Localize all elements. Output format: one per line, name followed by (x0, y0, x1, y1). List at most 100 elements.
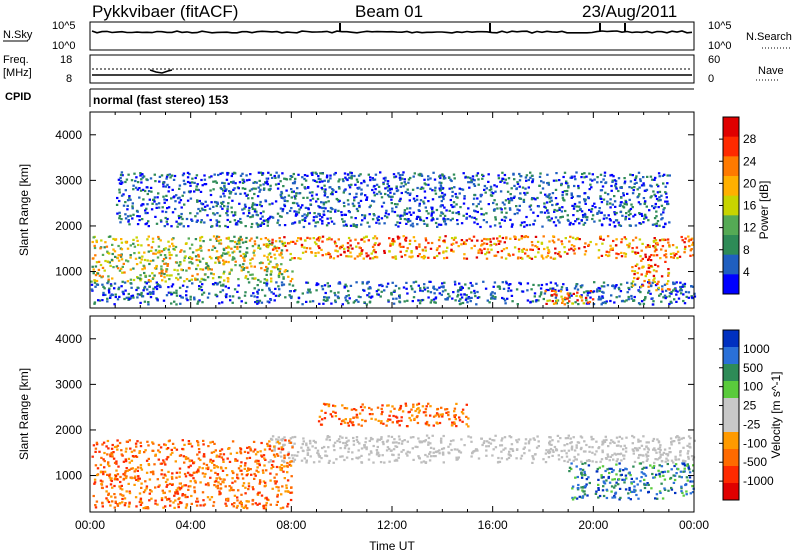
scatter-cell (405, 282, 407, 284)
scatter-cell (518, 248, 520, 250)
scatter-cell (174, 447, 176, 449)
scatter-cell (509, 283, 511, 285)
scatter-cell (388, 250, 390, 252)
scatter-cell (351, 458, 353, 460)
scatter-cell (599, 195, 601, 197)
scatter-cell (436, 226, 438, 228)
scatter-cell (658, 225, 660, 227)
scatter-cell (552, 300, 554, 302)
scatter-cell (402, 185, 404, 187)
scatter-cell (217, 174, 219, 176)
nave-label: Nave (758, 65, 784, 77)
scatter-cell (562, 216, 564, 218)
scatter-cell (95, 506, 97, 508)
scatter-cell (215, 257, 217, 259)
scatter-cell (337, 255, 339, 257)
scatter-cell (323, 296, 325, 298)
scatter-cell (245, 505, 247, 507)
scatter-cell (109, 454, 111, 456)
scatter-cell (185, 270, 187, 272)
scatter-cell (239, 218, 241, 220)
scatter-cell (426, 210, 428, 212)
scatter-cell (688, 458, 690, 460)
scatter-cell (313, 461, 315, 463)
scatter-cell (222, 289, 224, 291)
scatter-cell (609, 206, 611, 208)
scatter-cell (357, 188, 359, 190)
scatter-cell (616, 445, 618, 447)
scatter-cell (171, 452, 173, 454)
scatter-cell (183, 250, 185, 252)
scatter-cell (292, 202, 294, 204)
scatter-cell (573, 176, 575, 178)
scatter-cell (240, 494, 242, 496)
scatter-cell (199, 200, 201, 202)
scatter-cell (212, 181, 214, 183)
scatter-cell (287, 453, 289, 455)
scatter-cell (372, 237, 374, 239)
scatter-cell (345, 224, 347, 226)
scatter-cell (199, 239, 201, 241)
scatter-cell (535, 299, 537, 301)
scatter-cell (104, 270, 106, 272)
scatter-cell (255, 188, 257, 190)
scatter-cell (129, 215, 131, 217)
scatter-cell (588, 446, 590, 448)
scatter-cell (334, 294, 336, 296)
scatter-cell (236, 496, 238, 498)
scatter-cell (665, 250, 667, 252)
scatter-cell (253, 250, 255, 252)
scatter-cell (351, 172, 353, 174)
scatter-cell (199, 281, 201, 283)
scatter-cell (570, 438, 572, 440)
scatter-cell (278, 247, 280, 249)
scatter-cell (229, 295, 231, 297)
scatter-cell (100, 471, 102, 473)
scatter-cell (207, 265, 209, 267)
scatter-cell (345, 295, 347, 297)
scatter-cell (307, 212, 309, 214)
scatter-cell (358, 456, 360, 458)
scatter-cell (318, 461, 320, 463)
scatter-cell (682, 239, 684, 241)
scatter-cell (366, 184, 368, 186)
scatter-cell (172, 245, 174, 247)
scatter-cell (465, 243, 467, 245)
scatter-cell (438, 449, 440, 451)
scatter-cell (619, 187, 621, 189)
scatter-cell (638, 201, 640, 203)
scatter-cell (140, 292, 142, 294)
scatter-cell (628, 296, 630, 298)
scatter-cell (595, 441, 597, 443)
scatter-cell (235, 193, 237, 195)
scatter-cell (376, 440, 378, 442)
scatter-cell (185, 290, 187, 292)
scatter-cell (549, 299, 551, 301)
scatter-cell (539, 185, 541, 187)
scatter-cell (357, 255, 359, 257)
scatter-cell (253, 473, 255, 475)
scatter-cell (191, 279, 193, 281)
scatter-cell (439, 236, 441, 238)
scatter-cell (183, 280, 185, 282)
scatter-cell (560, 184, 562, 186)
scatter-cell (607, 445, 609, 447)
scatter-cell (500, 190, 502, 192)
scatter-cell (365, 252, 367, 254)
scatter-cell (555, 216, 557, 218)
scatter-cell (573, 245, 575, 247)
scatter-cell (406, 213, 408, 215)
scatter-cell (402, 246, 404, 248)
scatter-cell (131, 451, 133, 453)
scatter-cell (629, 199, 631, 201)
scatter-cell (217, 485, 219, 487)
scatter-cell (646, 441, 648, 443)
scatter-cell (266, 284, 268, 286)
scatter-cell (461, 239, 463, 241)
scatter-cell (653, 269, 655, 271)
scatter-cell (585, 250, 587, 252)
scatter-cell (529, 172, 531, 174)
scatter-cell (91, 288, 93, 290)
scatter-cell (622, 192, 624, 194)
scatter-cell (548, 456, 550, 458)
